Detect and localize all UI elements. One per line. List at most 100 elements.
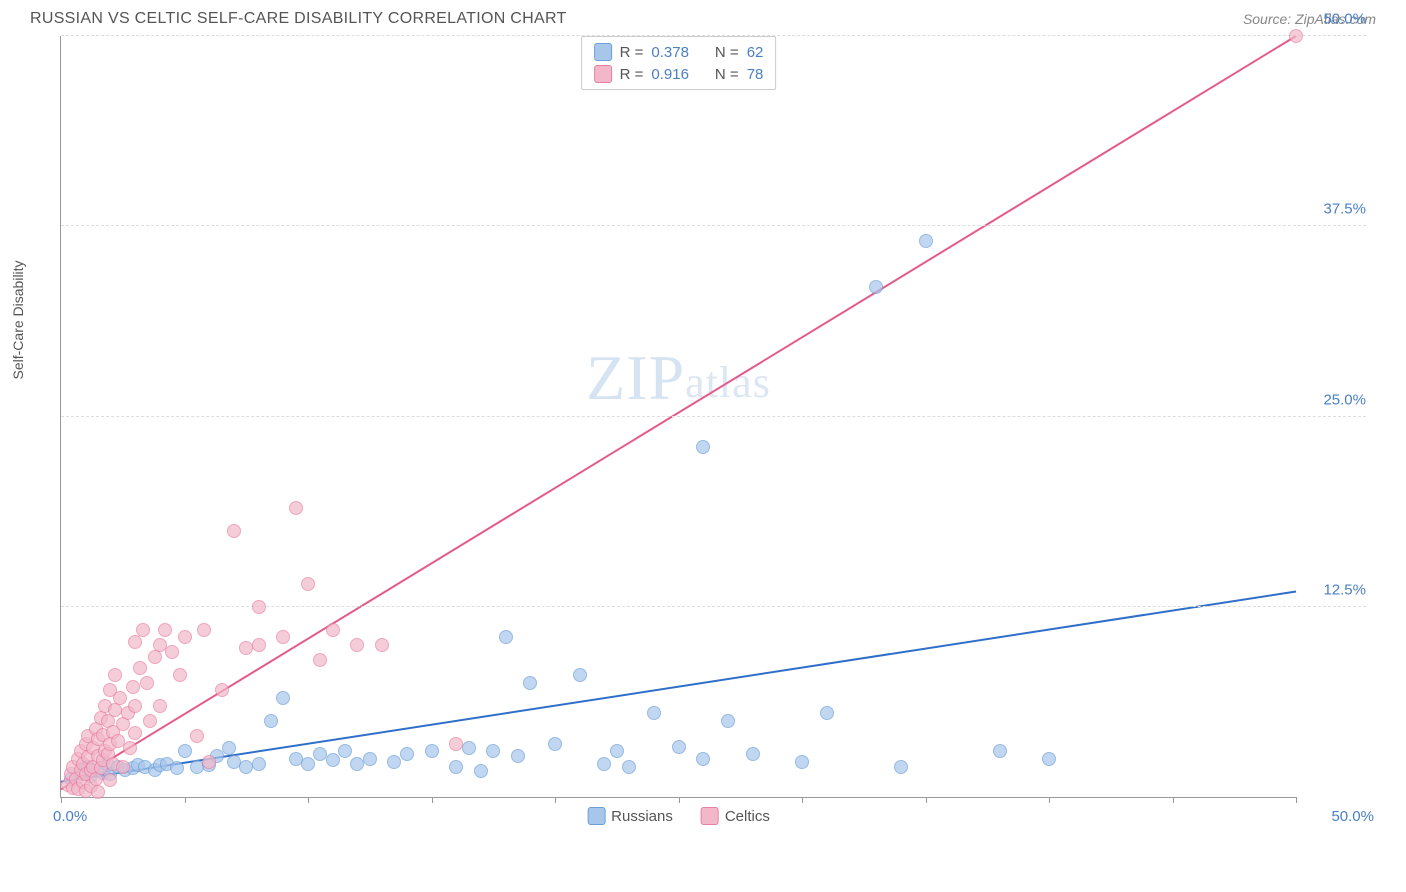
data-point-celtics bbox=[158, 623, 172, 637]
legend-swatch-russians bbox=[587, 807, 605, 825]
data-point-russians bbox=[548, 737, 562, 751]
data-point-celtics bbox=[301, 577, 315, 591]
legend: Russians Celtics bbox=[587, 807, 770, 825]
data-point-celtics bbox=[276, 630, 290, 644]
data-point-celtics bbox=[252, 638, 266, 652]
data-point-russians bbox=[363, 752, 377, 766]
stats-n-label: N = bbox=[715, 44, 739, 61]
x-tick bbox=[432, 797, 433, 803]
stats-r-value-celtics: 0.916 bbox=[651, 66, 689, 83]
gridline bbox=[61, 225, 1366, 226]
x-tick bbox=[1049, 797, 1050, 803]
legend-item-russians: Russians bbox=[587, 807, 673, 825]
data-point-russians bbox=[425, 744, 439, 758]
stats-r-label: R = bbox=[620, 66, 644, 83]
data-point-russians bbox=[597, 757, 611, 771]
stats-r-label: R = bbox=[620, 44, 644, 61]
data-point-russians bbox=[338, 744, 352, 758]
legend-label-russians: Russians bbox=[611, 808, 673, 825]
data-point-russians bbox=[622, 760, 636, 774]
data-point-russians bbox=[449, 760, 463, 774]
data-point-celtics bbox=[178, 630, 192, 644]
stats-n-label: N = bbox=[715, 66, 739, 83]
data-point-russians bbox=[696, 440, 710, 454]
data-point-celtics bbox=[153, 699, 167, 713]
data-point-celtics bbox=[190, 729, 204, 743]
data-point-russians bbox=[222, 741, 236, 755]
data-point-celtics bbox=[126, 680, 140, 694]
x-tick bbox=[926, 797, 927, 803]
chart-title: RUSSIAN VS CELTIC SELF-CARE DISABILITY C… bbox=[30, 10, 567, 28]
data-point-celtics bbox=[375, 638, 389, 652]
data-point-russians bbox=[264, 714, 278, 728]
data-point-russians bbox=[1042, 752, 1056, 766]
data-point-celtics bbox=[143, 714, 157, 728]
data-point-russians bbox=[499, 630, 513, 644]
data-point-russians bbox=[387, 755, 401, 769]
data-point-celtics bbox=[197, 623, 211, 637]
data-point-celtics bbox=[140, 676, 154, 690]
data-point-celtics bbox=[202, 755, 216, 769]
y-axis-label: Self-Care Disability bbox=[10, 260, 26, 379]
data-point-russians bbox=[178, 744, 192, 758]
data-point-celtics bbox=[91, 785, 105, 799]
gridline bbox=[61, 416, 1366, 417]
data-point-celtics bbox=[108, 668, 122, 682]
y-tick-label: 37.5% bbox=[1304, 201, 1366, 218]
chart-header: RUSSIAN VS CELTIC SELF-CARE DISABILITY C… bbox=[0, 0, 1406, 36]
data-point-celtics bbox=[350, 638, 364, 652]
data-point-celtics bbox=[116, 760, 130, 774]
data-point-celtics bbox=[113, 691, 127, 705]
x-tick bbox=[679, 797, 680, 803]
legend-swatch-celtics bbox=[701, 807, 719, 825]
trend-line-celtics bbox=[61, 36, 1296, 789]
data-point-celtics bbox=[165, 645, 179, 659]
x-axis-max-label: 50.0% bbox=[1331, 808, 1374, 825]
data-point-russians bbox=[795, 755, 809, 769]
data-point-russians bbox=[400, 747, 414, 761]
data-point-russians bbox=[993, 744, 1007, 758]
legend-label-celtics: Celtics bbox=[725, 808, 770, 825]
x-tick bbox=[308, 797, 309, 803]
data-point-russians bbox=[820, 706, 834, 720]
data-point-russians bbox=[672, 740, 686, 754]
data-point-celtics bbox=[128, 635, 142, 649]
data-point-celtics bbox=[136, 623, 150, 637]
data-point-celtics bbox=[123, 741, 137, 755]
data-point-russians bbox=[746, 747, 760, 761]
data-point-celtics bbox=[313, 653, 327, 667]
data-point-russians bbox=[276, 691, 290, 705]
x-tick bbox=[802, 797, 803, 803]
data-point-celtics bbox=[133, 661, 147, 675]
x-tick bbox=[61, 797, 62, 803]
data-point-russians bbox=[326, 753, 340, 767]
data-point-russians bbox=[647, 706, 661, 720]
x-tick bbox=[185, 797, 186, 803]
data-point-russians bbox=[301, 757, 315, 771]
stats-swatch-russians bbox=[594, 43, 612, 61]
data-point-russians bbox=[486, 744, 500, 758]
stats-n-value-celtics: 78 bbox=[747, 66, 764, 83]
data-point-russians bbox=[696, 752, 710, 766]
data-point-celtics bbox=[215, 683, 229, 697]
data-point-russians bbox=[511, 749, 525, 763]
data-point-russians bbox=[869, 280, 883, 294]
x-tick bbox=[1173, 797, 1174, 803]
data-point-celtics bbox=[148, 650, 162, 664]
data-point-russians bbox=[252, 757, 266, 771]
data-point-celtics bbox=[173, 668, 187, 682]
data-point-russians bbox=[894, 760, 908, 774]
chart-container: Self-Care Disability ZIPatlas 0.0% 50.0%… bbox=[50, 36, 1376, 826]
data-point-celtics bbox=[449, 737, 463, 751]
data-point-celtics bbox=[103, 773, 117, 787]
data-point-celtics bbox=[128, 726, 142, 740]
x-axis-min-label: 0.0% bbox=[53, 808, 87, 825]
data-point-russians bbox=[721, 714, 735, 728]
x-tick bbox=[555, 797, 556, 803]
data-point-russians bbox=[474, 764, 488, 778]
data-point-celtics bbox=[128, 699, 142, 713]
x-tick bbox=[1296, 797, 1297, 803]
legend-item-celtics: Celtics bbox=[701, 807, 770, 825]
stats-r-value-russians: 0.378 bbox=[651, 44, 689, 61]
data-point-russians bbox=[919, 234, 933, 248]
